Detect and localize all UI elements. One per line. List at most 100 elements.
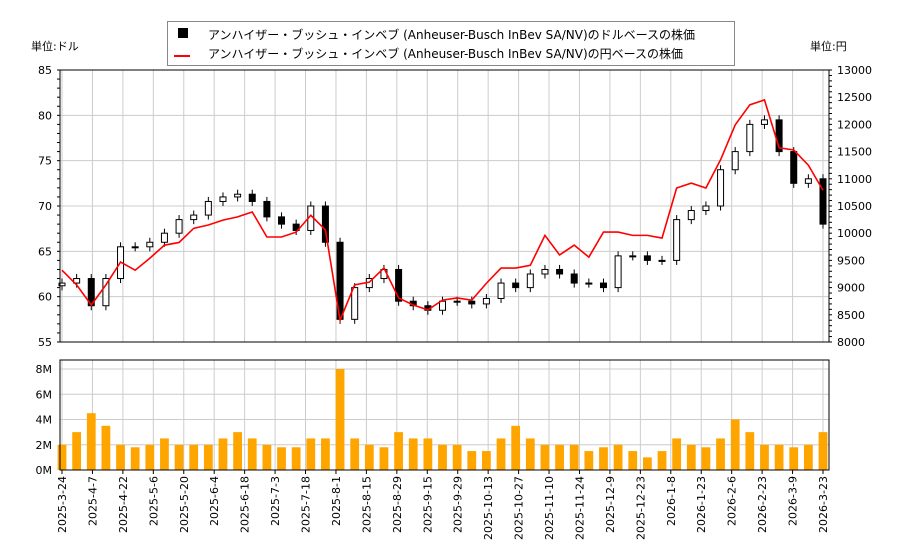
volume-bar (87, 413, 96, 470)
volume-bar (511, 426, 520, 470)
right-tick-label: 8000 (837, 336, 865, 349)
candle-body (176, 220, 182, 234)
volume-bar (775, 445, 784, 470)
volume-bar (262, 445, 271, 470)
candle-body (703, 206, 709, 211)
volume-bar (614, 445, 623, 470)
x-tick-label: 2025-12-9 (604, 476, 617, 533)
left-tick-label: 55 (38, 336, 52, 349)
volume-bar (306, 438, 315, 470)
right-tick-label: 9000 (837, 282, 865, 295)
x-tick-label: 2025-9-29 (452, 476, 465, 533)
candle-body (322, 206, 328, 242)
volume-tick-label: 2M (36, 439, 53, 452)
volume-bar (789, 447, 798, 470)
volume-bar (365, 445, 374, 470)
left-tick-label: 80 (38, 109, 52, 122)
left-tick-label: 70 (38, 200, 52, 213)
volume-bar (599, 447, 608, 470)
volume-bar (131, 447, 140, 470)
candle-body (747, 124, 753, 151)
x-tick-label: 2025-8-29 (391, 476, 404, 533)
candle-body (732, 152, 738, 170)
candle-body (630, 256, 636, 257)
x-tick-label: 2025-7-3 (269, 476, 282, 526)
volume-bar (204, 445, 213, 470)
candle-body (644, 256, 650, 261)
x-tick-label: 2025-9-15 (421, 476, 434, 533)
candle-body (352, 288, 358, 320)
x-tick-label: 2025-11-10 (543, 476, 556, 540)
volume-bar (716, 438, 725, 470)
volume-bar (628, 451, 637, 470)
volume-bar (658, 451, 667, 470)
legend: アンハイザー・ブッシュ・インベブ (Anheuser-Busch InBev S… (167, 21, 735, 66)
candle-body (132, 247, 138, 248)
x-tick-label: 2026-3-23 (817, 476, 830, 533)
volume-bar (687, 445, 696, 470)
candle-body (557, 269, 563, 274)
right-unit-label: 単位:円 (810, 38, 847, 54)
x-tick-label: 2025-8-1 (330, 476, 343, 526)
candle-body (718, 170, 724, 206)
volume-bar (160, 438, 169, 470)
x-tick-label: 2025-4-22 (117, 476, 130, 533)
x-tick-label: 2025-11-24 (573, 476, 586, 540)
candle-body (542, 269, 548, 274)
volume-bar (438, 445, 447, 470)
candle-body (674, 220, 680, 261)
candle-body (483, 298, 489, 303)
x-tick-label: 2025-6-18 (239, 476, 252, 533)
volume-bar (189, 445, 198, 470)
right-tick-label: 9500 (837, 254, 865, 267)
volume-bar (409, 438, 418, 470)
legend-label-usd: アンハイザー・ブッシュ・インベブ (Anheuser-Busch InBev S… (208, 26, 695, 43)
candle-body (161, 233, 167, 242)
volume-tick-label: 4M (36, 414, 53, 427)
x-tick-label: 2026-2-6 (726, 476, 739, 526)
volume-bar (555, 445, 564, 470)
volume-bar (453, 445, 462, 470)
x-tick-label: 2025-4-7 (86, 476, 99, 526)
candle-body (220, 197, 226, 202)
left-tick-label: 85 (38, 64, 52, 77)
candle-body (600, 283, 606, 288)
x-tick-label: 2026-2-23 (756, 476, 769, 533)
volume-bar (58, 445, 67, 470)
volume-bar (219, 438, 228, 470)
candle-body (615, 256, 621, 288)
x-tick-label: 2026-1-8 (665, 476, 678, 526)
candle-body (205, 201, 211, 215)
volume-bar (277, 447, 286, 470)
volume-bar (497, 438, 506, 470)
volume-bar (423, 438, 432, 470)
right-tick-label: 10500 (837, 200, 872, 213)
candle-body (469, 301, 475, 304)
volume-bar (72, 432, 81, 470)
volume-bar (380, 447, 389, 470)
volume-bar (570, 445, 579, 470)
right-tick-label: 11500 (837, 146, 872, 159)
candle-body (571, 274, 577, 283)
volume-bar (804, 445, 813, 470)
candle-body (791, 152, 797, 184)
candle-body (440, 301, 446, 310)
volume-bar (102, 426, 111, 470)
volume-bar (233, 432, 242, 470)
candle-body (498, 283, 504, 298)
volume-bar (145, 445, 154, 470)
volume-bar (541, 445, 550, 470)
candle-body (586, 283, 592, 284)
volume-bar (760, 445, 769, 470)
legend-item-jpy: アンハイザー・ブッシュ・インベブ (Anheuser-Busch InBev S… (174, 44, 683, 62)
x-tick-label: 2025-12-23 (634, 476, 647, 540)
volume-bar (292, 447, 301, 470)
candle-body (235, 194, 241, 197)
left-tick-label: 65 (38, 245, 52, 258)
candle-body (761, 120, 767, 125)
volume-bar (819, 432, 828, 470)
candle-body (279, 217, 285, 224)
volume-bar (526, 438, 535, 470)
candle-body (659, 260, 665, 261)
